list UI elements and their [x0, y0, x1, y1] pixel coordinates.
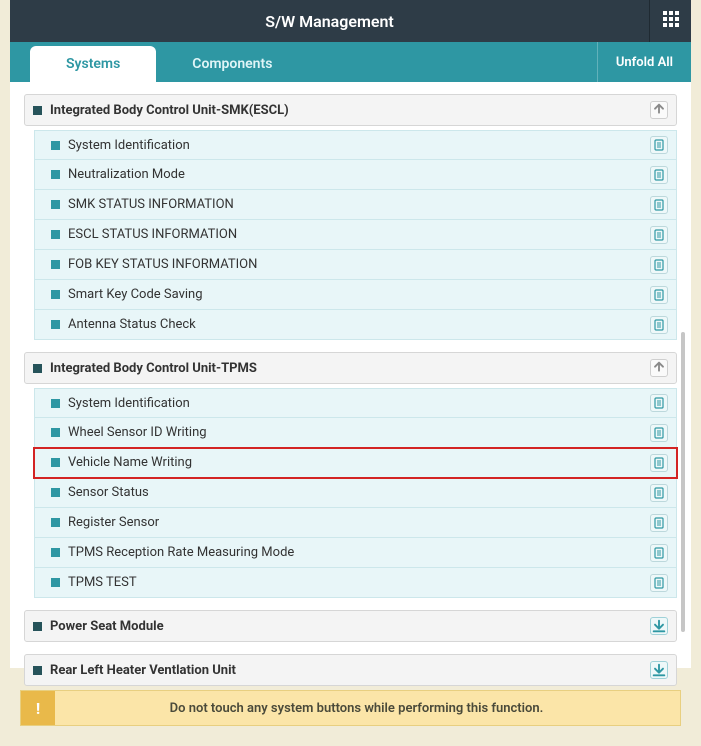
document-icon[interactable]	[650, 226, 668, 244]
document-icon[interactable]	[650, 316, 668, 334]
list-item[interactable]: Vehicle Name Writing	[34, 448, 677, 478]
title-bar: S/W Management	[10, 0, 691, 42]
group-title: Integrated Body Control Unit-TPMS	[50, 361, 650, 376]
list-item[interactable]: Wheel Sensor ID Writing	[34, 418, 677, 448]
item-label: TPMS Reception Rate Measuring Mode	[68, 545, 650, 560]
tab-systems[interactable]: Systems	[30, 46, 156, 82]
list-item[interactable]: TPMS Reception Rate Measuring Mode	[34, 538, 677, 568]
list-item[interactable]: FOB KEY STATUS INFORMATION	[34, 250, 677, 280]
list-item[interactable]: Register Sensor	[34, 508, 677, 538]
list-item[interactable]: Sensor Status	[34, 478, 677, 508]
bullet-icon	[51, 230, 60, 239]
group: Power Seat Module	[24, 610, 677, 642]
bullet-icon	[51, 290, 60, 299]
unfold-all-button[interactable]: Unfold All	[597, 42, 691, 82]
item-label: FOB KEY STATUS INFORMATION	[68, 257, 650, 272]
bullet-icon	[51, 200, 60, 209]
item-label: System Identification	[68, 396, 650, 411]
document-icon[interactable]	[650, 196, 668, 214]
group-header[interactable]: Rear Left Heater Ventlation Unit	[24, 654, 677, 686]
list-item[interactable]: ESCL STATUS INFORMATION	[34, 220, 677, 250]
bullet-icon	[51, 458, 60, 467]
page-title: S/W Management	[10, 12, 649, 31]
tabs-bar: Systems Components Unfold All	[10, 42, 691, 82]
document-icon[interactable]	[650, 166, 668, 184]
bullet-icon	[51, 141, 60, 150]
list-item[interactable]: SMK STATUS INFORMATION	[34, 190, 677, 220]
group-title: Integrated Body Control Unit-SMK(ESCL)	[50, 103, 650, 118]
content-pane: Integrated Body Control Unit-SMK(ESCL) Sy…	[10, 82, 691, 668]
item-label: System Identification	[68, 138, 650, 153]
warning-message: Do not touch any system buttons while pe…	[67, 701, 680, 716]
document-icon[interactable]	[650, 544, 668, 562]
item-label: SMK STATUS INFORMATION	[68, 197, 650, 212]
warning-bar: ! Do not touch any system buttons while …	[20, 690, 681, 726]
bullet-icon	[51, 320, 60, 329]
warning-icon: !	[21, 691, 55, 725]
app-root: S/W Management Systems Components Unfold…	[10, 0, 691, 726]
list-item[interactable]: System Identification	[34, 130, 677, 160]
bullet-icon	[51, 260, 60, 269]
item-label: Smart Key Code Saving	[68, 287, 650, 302]
document-icon[interactable]	[650, 394, 668, 412]
scrollbar[interactable]	[681, 332, 685, 632]
item-label: Neutralization Mode	[68, 167, 650, 182]
group: Integrated Body Control Unit-SMK(ESCL) Sy…	[24, 94, 677, 340]
tab-label: Systems	[66, 56, 120, 72]
item-label: Wheel Sensor ID Writing	[68, 425, 650, 440]
group-items: System Identification Neutralization Mode…	[24, 130, 677, 340]
bullet-icon	[51, 578, 60, 587]
document-icon[interactable]	[650, 454, 668, 472]
document-icon[interactable]	[650, 136, 668, 154]
bullet-icon	[33, 622, 42, 631]
grid-icon	[662, 10, 680, 32]
item-label: TPMS TEST	[68, 575, 650, 590]
item-label: Sensor Status	[68, 485, 650, 500]
list-item[interactable]: TPMS TEST	[34, 568, 677, 598]
group-title: Rear Left Heater Ventlation Unit	[50, 663, 650, 678]
document-icon[interactable]	[650, 574, 668, 592]
bullet-icon	[33, 106, 42, 115]
unfold-label: Unfold All	[616, 55, 673, 70]
item-label: Antenna Status Check	[68, 317, 650, 332]
document-icon[interactable]	[650, 514, 668, 532]
list-item[interactable]: Neutralization Mode	[34, 160, 677, 190]
apps-grid-button[interactable]	[649, 0, 691, 42]
document-icon[interactable]	[650, 424, 668, 442]
groups-list: Integrated Body Control Unit-SMK(ESCL) Sy…	[24, 94, 677, 686]
bullet-icon	[51, 488, 60, 497]
bullet-icon	[51, 428, 60, 437]
download-icon[interactable]	[650, 661, 668, 679]
item-label: Vehicle Name Writing	[68, 455, 650, 470]
group-items: System Identification Wheel Sensor ID Wri…	[24, 388, 677, 598]
document-icon[interactable]	[650, 256, 668, 274]
tab-components[interactable]: Components	[156, 46, 308, 82]
group: Integrated Body Control Unit-TPMS System …	[24, 352, 677, 598]
group-header[interactable]: Integrated Body Control Unit-TPMS	[24, 352, 677, 384]
document-icon[interactable]	[650, 286, 668, 304]
document-icon[interactable]	[650, 484, 668, 502]
bullet-icon	[51, 518, 60, 527]
item-label: Register Sensor	[68, 515, 650, 530]
item-label: ESCL STATUS INFORMATION	[68, 227, 650, 242]
bullet-icon	[51, 399, 60, 408]
group-header[interactable]: Power Seat Module	[24, 610, 677, 642]
bullet-icon	[33, 666, 42, 675]
list-item[interactable]: Smart Key Code Saving	[34, 280, 677, 310]
bullet-icon	[51, 548, 60, 557]
bullet-icon	[33, 364, 42, 373]
group: Rear Left Heater Ventlation Unit	[24, 654, 677, 686]
tab-label: Components	[192, 56, 272, 72]
collapse-icon[interactable]	[650, 101, 668, 119]
list-item[interactable]: Antenna Status Check	[34, 310, 677, 340]
bullet-icon	[51, 170, 60, 179]
download-icon[interactable]	[650, 617, 668, 635]
group-title: Power Seat Module	[50, 619, 650, 634]
group-header[interactable]: Integrated Body Control Unit-SMK(ESCL)	[24, 94, 677, 126]
collapse-icon[interactable]	[650, 359, 668, 377]
tabs: Systems Components	[10, 46, 597, 82]
list-item[interactable]: System Identification	[34, 388, 677, 418]
